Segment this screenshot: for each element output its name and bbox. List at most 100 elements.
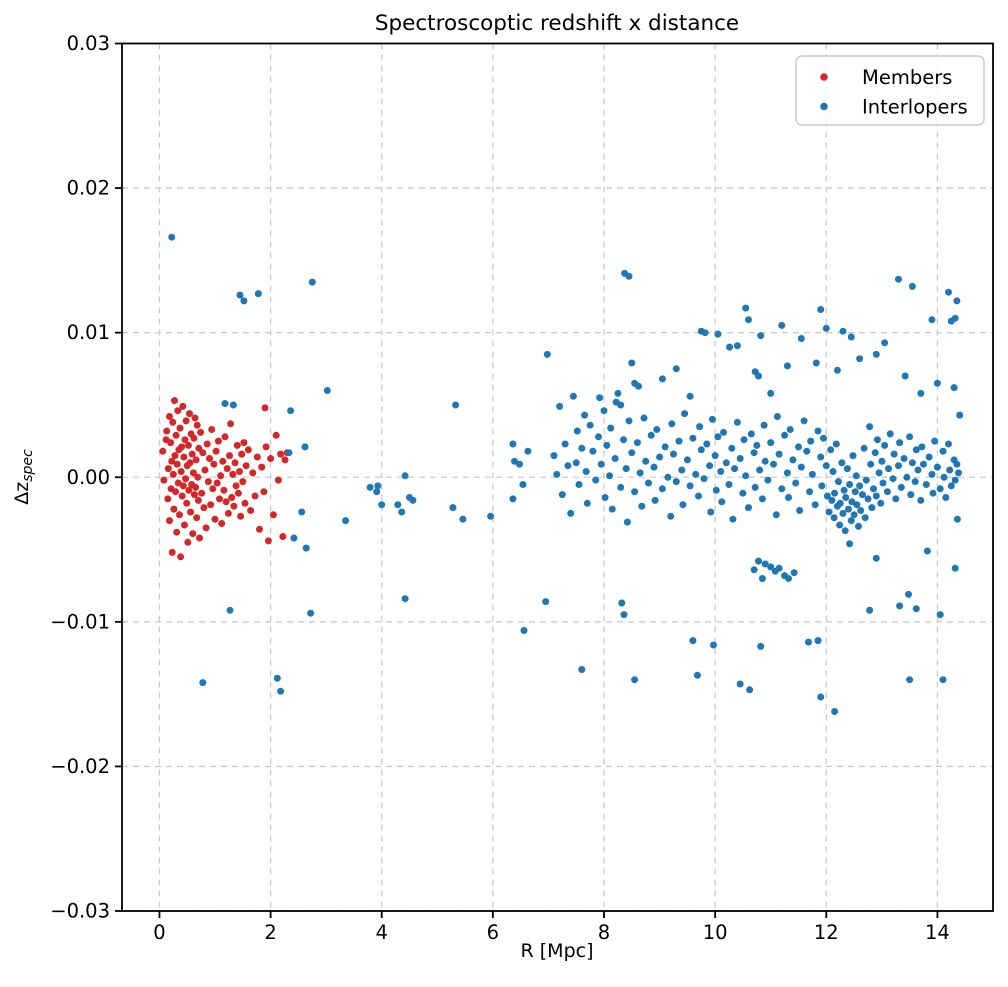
interlopers-data-point — [740, 436, 748, 444]
interlopers-data-point — [236, 291, 244, 299]
legend-label-interlopers: Interlopers — [862, 96, 968, 119]
x-tick-label: 8 — [598, 921, 610, 944]
members-data-point — [200, 504, 208, 512]
interlopers-data-point — [873, 436, 881, 444]
interlopers-data-point — [908, 459, 916, 467]
interlopers-data-point — [572, 459, 580, 467]
members-data-point — [169, 418, 177, 426]
members-data-point — [178, 443, 186, 451]
interlopers-data-point — [761, 560, 769, 568]
interlopers-data-point — [589, 447, 597, 455]
y-tick-label: 0.00 — [67, 466, 110, 489]
interlopers-data-point — [933, 463, 941, 471]
interlopers-data-point — [806, 488, 814, 496]
y-tick-label: 0.01 — [67, 321, 110, 344]
members-data-point — [258, 463, 266, 471]
interlopers-data-point — [761, 457, 769, 465]
interlopers-data-point — [701, 329, 709, 337]
interlopers-data-point — [285, 449, 293, 457]
interlopers-data-point — [775, 564, 783, 572]
interlopers-data-point — [452, 401, 460, 409]
members-data-point — [206, 455, 213, 462]
interlopers-data-point — [516, 460, 523, 468]
interlopers-data-point — [712, 486, 720, 494]
members-data-point — [193, 421, 201, 429]
interlopers-data-point — [703, 440, 711, 448]
x-tick-label: 10 — [703, 921, 728, 944]
members-legend-marker-icon — [820, 73, 828, 81]
members-data-point — [182, 475, 190, 483]
interlopers-data-point — [686, 482, 694, 490]
legend-label-members: Members — [862, 66, 952, 89]
members-data-point — [218, 520, 226, 527]
legend-box — [795, 55, 985, 126]
members-data-point — [168, 548, 176, 556]
members-data-point — [260, 488, 268, 496]
interlopers-data-point — [733, 418, 741, 426]
y-tick-label: −0.01 — [50, 610, 110, 633]
members-data-point — [281, 456, 289, 464]
interlopers-data-point — [877, 499, 885, 507]
members-data-point — [279, 533, 287, 540]
y-axis-label-subscript: spec — [20, 449, 36, 482]
interlopers-data-point — [707, 508, 715, 516]
interlopers-data-point — [846, 540, 854, 548]
interlopers-data-point — [755, 557, 762, 565]
interlopers-data-point — [830, 514, 838, 522]
interlopers-data-point — [918, 443, 926, 451]
interlopers-data-point — [870, 485, 877, 493]
interlopers-data-point — [307, 609, 315, 617]
interlopers-data-point — [700, 475, 708, 483]
interlopers-data-point — [596, 394, 604, 402]
interlopers-data-point — [374, 482, 382, 490]
interlopers-data-point — [524, 447, 532, 455]
interlopers-data-point — [886, 430, 894, 438]
interlopers-data-point — [647, 431, 655, 439]
interlopers-data-point — [795, 443, 802, 451]
interlopers-data-point — [745, 504, 752, 512]
interlopers-data-point — [928, 470, 936, 478]
x-tick-label: 0 — [153, 921, 165, 944]
interlopers-data-point — [758, 575, 766, 582]
x-tick-label: 4 — [376, 921, 388, 944]
interlopers-data-point — [618, 599, 626, 607]
y-tick-label: −0.02 — [50, 755, 110, 778]
interlopers-data-point — [672, 478, 680, 486]
interlopers-data-point — [651, 496, 659, 504]
interlopers-data-point — [879, 479, 887, 487]
interlopers-data-point — [722, 459, 730, 467]
interlopers-data-point — [792, 479, 800, 487]
x-tick-label: 2 — [264, 921, 276, 944]
interlopers-data-point — [635, 382, 642, 390]
members-data-point — [272, 431, 280, 439]
interlopers-data-point — [800, 417, 808, 425]
interlopers-data-point — [946, 466, 954, 474]
interlopers-data-point — [953, 460, 961, 468]
interlopers-data-point — [901, 372, 909, 380]
interlopers-data-point — [839, 509, 847, 517]
interlopers-data-point — [885, 465, 892, 473]
interlopers-data-point — [772, 511, 780, 519]
interlopers-data-point — [459, 515, 467, 523]
interlopers-data-point — [783, 469, 791, 477]
interlopers-data-point — [628, 359, 636, 367]
members-data-point — [179, 402, 187, 410]
interlopers-data-point — [675, 437, 683, 445]
interlopers-data-point — [650, 463, 658, 471]
interlopers-data-point — [856, 482, 864, 490]
interlopers-data-point — [907, 491, 915, 499]
interlopers-data-point — [302, 544, 310, 552]
interlopers-data-point — [912, 446, 920, 454]
interlopers-data-point — [509, 440, 517, 448]
interlopers-data-point — [872, 554, 880, 562]
members-data-point — [173, 528, 181, 536]
y-axis-label-main: Δz — [11, 482, 33, 505]
members-data-point — [232, 482, 240, 490]
members-data-point — [221, 433, 229, 441]
members-data-point — [186, 459, 194, 467]
members-data-point — [172, 488, 180, 496]
members-data-point — [199, 449, 207, 457]
interlopers-data-point — [553, 470, 561, 478]
interlopers-data-point — [817, 453, 825, 461]
interlopers-data-point — [601, 494, 609, 501]
